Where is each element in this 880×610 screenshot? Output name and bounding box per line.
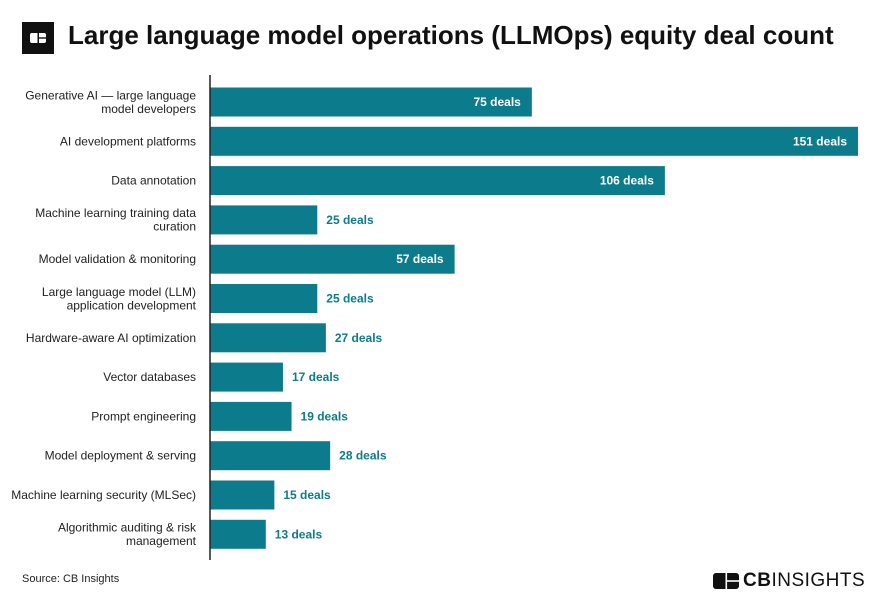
bar — [210, 87, 532, 117]
bar — [210, 519, 266, 549]
category-label: Machine learning security (MLSec) — [11, 488, 196, 502]
category-label: AI development platforms — [60, 134, 196, 148]
data-label: 17 deals — [292, 370, 340, 384]
category-label: Algorithmic auditing & risk — [58, 521, 197, 535]
logo-text-light: INSIGHTS — [771, 570, 866, 591]
bar — [210, 441, 331, 471]
data-label: 28 deals — [339, 449, 387, 463]
data-label: 151 deals — [793, 134, 847, 148]
category-label: Prompt engineering — [91, 409, 196, 423]
category-label: Generative AI — large language — [25, 88, 196, 102]
data-label: 75 deals — [473, 95, 521, 109]
bar — [210, 401, 292, 431]
chart-title: Large language model operations (LLMOps)… — [68, 20, 834, 50]
data-label: 15 deals — [283, 488, 331, 502]
data-label: 25 deals — [326, 213, 374, 227]
category-label: Large language model (LLM) — [42, 285, 196, 299]
data-label: 19 deals — [301, 409, 349, 423]
category-label: application development — [67, 298, 197, 312]
category-label: Machine learning training data — [35, 206, 196, 220]
cb-logo-mark-icon — [713, 573, 739, 589]
category-label: Model deployment & serving — [45, 449, 196, 463]
data-label: 57 deals — [396, 252, 444, 266]
bar — [210, 323, 326, 353]
category-label: model developers — [101, 102, 196, 116]
bar — [210, 362, 283, 392]
category-label: Model validation & monitoring — [39, 252, 196, 266]
category-label: Hardware-aware AI optimization — [26, 331, 196, 345]
category-label: Vector databases — [103, 370, 196, 384]
bar — [210, 126, 858, 156]
data-label: 27 deals — [335, 331, 383, 345]
category-label: Data annotation — [111, 174, 196, 188]
bar — [210, 166, 665, 196]
category-label: curation — [153, 220, 196, 234]
data-label: 13 deals — [275, 527, 323, 541]
bar — [210, 284, 318, 313]
logo-text-bold: CB — [743, 570, 772, 591]
cb-logo-icon — [22, 22, 54, 54]
bar — [210, 244, 455, 274]
category-label: management — [126, 534, 197, 548]
cb-insights-logo: CBINSIGHTS — [713, 570, 865, 592]
data-label: 106 deals — [600, 174, 654, 188]
data-label: 25 deals — [326, 292, 374, 306]
bar — [210, 205, 318, 235]
bar — [210, 480, 275, 510]
source-note: Source: CB Insights — [22, 573, 120, 585]
